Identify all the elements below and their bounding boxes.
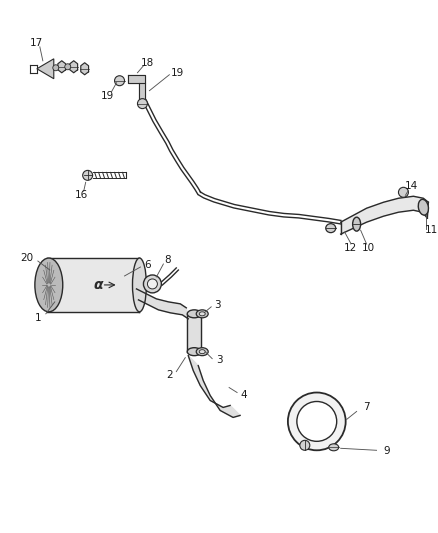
Circle shape [138,99,148,109]
Polygon shape [187,314,201,352]
Text: 2: 2 [166,369,173,379]
Ellipse shape [418,199,428,215]
Polygon shape [341,196,428,234]
Circle shape [399,187,408,197]
Text: 10: 10 [362,243,375,253]
Text: 1: 1 [35,313,41,323]
Text: 17: 17 [30,38,43,48]
Polygon shape [81,63,88,75]
Text: 20: 20 [20,253,33,263]
Circle shape [300,440,310,450]
Polygon shape [137,289,188,319]
Circle shape [65,64,71,70]
Ellipse shape [353,217,360,231]
Circle shape [148,279,157,289]
Ellipse shape [187,310,201,318]
Text: 8: 8 [164,255,171,265]
Ellipse shape [187,348,201,356]
Circle shape [115,76,124,86]
Ellipse shape [326,224,336,232]
Circle shape [83,171,93,180]
Text: 11: 11 [425,225,438,235]
Text: 14: 14 [405,181,418,191]
Circle shape [144,275,161,293]
Polygon shape [58,61,66,72]
Text: 9: 9 [383,446,390,456]
Polygon shape [37,59,54,79]
Circle shape [297,401,337,441]
Text: 19: 19 [101,91,114,101]
Text: 3: 3 [214,300,220,310]
Text: α: α [94,278,103,292]
Text: 16: 16 [75,190,88,200]
Text: 7: 7 [363,402,370,413]
Circle shape [53,65,59,71]
Ellipse shape [199,350,205,354]
Polygon shape [188,356,240,417]
Polygon shape [139,83,145,99]
Ellipse shape [196,348,208,356]
Ellipse shape [35,258,63,312]
Text: 6: 6 [144,260,151,270]
Polygon shape [127,75,145,83]
Circle shape [288,392,346,450]
Ellipse shape [196,310,208,318]
Text: 19: 19 [171,68,184,78]
Polygon shape [70,61,78,72]
Polygon shape [47,258,139,312]
Text: 12: 12 [344,243,357,253]
Text: 18: 18 [141,58,154,68]
Ellipse shape [132,258,146,312]
Text: 3: 3 [216,354,223,365]
Text: 4: 4 [241,390,247,400]
Ellipse shape [329,444,339,451]
Ellipse shape [199,312,205,316]
